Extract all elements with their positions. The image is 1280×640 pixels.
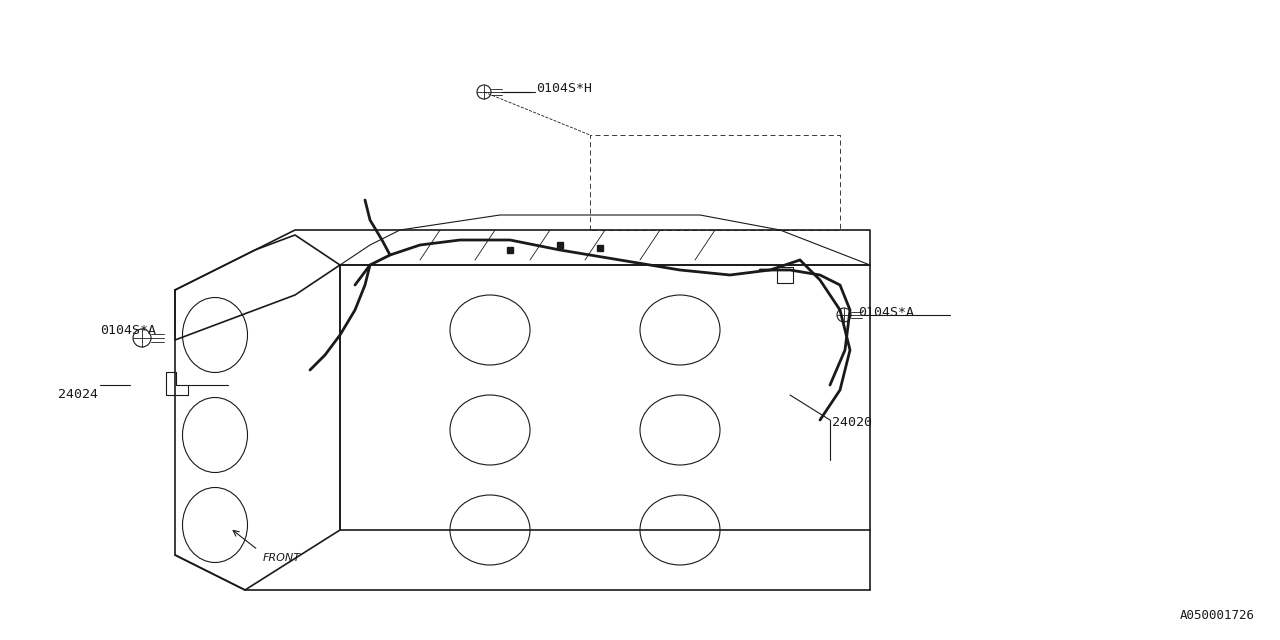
Text: 0104S*H: 0104S*H: [536, 81, 591, 95]
Text: 24024: 24024: [58, 388, 99, 401]
Text: FRONT: FRONT: [262, 553, 301, 563]
Text: 24020: 24020: [832, 417, 872, 429]
Text: A050001726: A050001726: [1180, 609, 1254, 622]
Bar: [777, 267, 794, 283]
Text: 0104S*A: 0104S*A: [100, 323, 156, 337]
Text: 0104S*A: 0104S*A: [858, 305, 914, 319]
